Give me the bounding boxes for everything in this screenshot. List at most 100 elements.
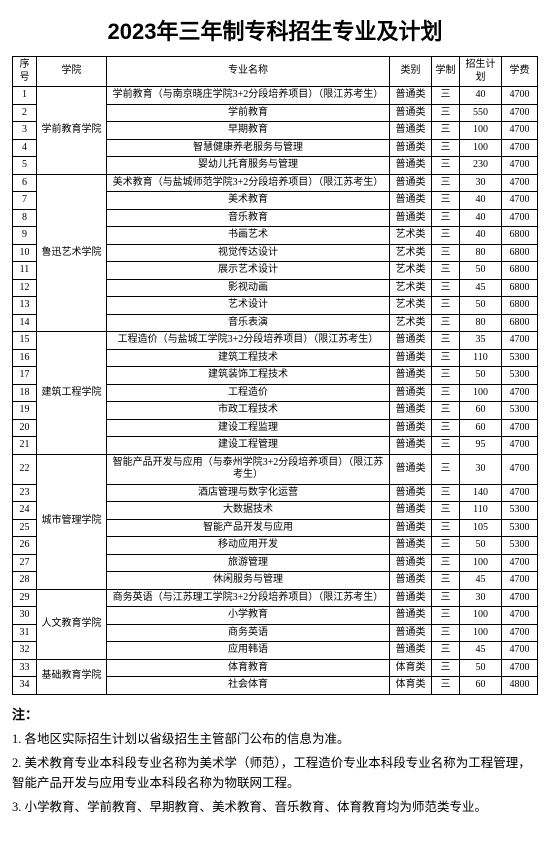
cell-index: 17 — [13, 367, 37, 385]
cell-plan: 100 — [460, 139, 502, 157]
cell-fee: 4700 — [502, 437, 538, 455]
cell-years: 三 — [432, 572, 460, 590]
cell-years: 三 — [432, 554, 460, 572]
cell-category: 普通类 — [390, 104, 432, 122]
cell-index: 25 — [13, 519, 37, 537]
cell-index: 16 — [13, 349, 37, 367]
cell-index: 18 — [13, 384, 37, 402]
cell-index: 20 — [13, 419, 37, 437]
cell-years: 三 — [432, 209, 460, 227]
cell-plan: 100 — [460, 624, 502, 642]
cell-major: 建设工程监理 — [107, 419, 390, 437]
cell-years: 三 — [432, 484, 460, 502]
col-category: 类别 — [390, 57, 432, 87]
cell-plan: 40 — [460, 209, 502, 227]
cell-major: 建筑装饰工程技术 — [107, 367, 390, 385]
cell-category: 普通类 — [390, 384, 432, 402]
note-item: 1. 各地区实际招生计划以省级招生主管部门公布的信息为准。 — [12, 729, 538, 749]
notes-head: 注： — [12, 705, 538, 726]
cell-years: 三 — [432, 349, 460, 367]
cell-index: 28 — [13, 572, 37, 590]
cell-category: 普通类 — [390, 554, 432, 572]
cell-major: 旅游管理 — [107, 554, 390, 572]
cell-years: 三 — [432, 332, 460, 350]
cell-plan: 110 — [460, 349, 502, 367]
cell-category: 普通类 — [390, 192, 432, 210]
cell-fee: 5300 — [502, 519, 538, 537]
cell-fee: 4700 — [502, 484, 538, 502]
cell-fee: 5300 — [502, 502, 538, 520]
cell-fee: 5300 — [502, 367, 538, 385]
cell-fee: 6800 — [502, 314, 538, 332]
cell-category: 普通类 — [390, 572, 432, 590]
table-row: 33基础教育学院体育教育体育类三504700 — [13, 659, 538, 677]
cell-fee: 4700 — [502, 659, 538, 677]
cell-category: 普通类 — [390, 537, 432, 555]
cell-category: 艺术类 — [390, 227, 432, 245]
cell-category: 普通类 — [390, 139, 432, 157]
cell-index: 27 — [13, 554, 37, 572]
cell-plan: 60 — [460, 402, 502, 420]
cell-years: 三 — [432, 589, 460, 607]
cell-fee: 4700 — [502, 192, 538, 210]
table-row: 29人文教育学院商务英语（与江苏理工学院3+2分段培养项目）（限江苏考生）普通类… — [13, 589, 538, 607]
cell-category: 普通类 — [390, 87, 432, 105]
cell-fee: 4700 — [502, 174, 538, 192]
cell-plan: 35 — [460, 332, 502, 350]
col-dept: 学院 — [37, 57, 107, 87]
cell-index: 4 — [13, 139, 37, 157]
note-item: 3. 小学教育、学前教育、早期教育、美术教育、音乐教育、体育教育均为师范类专业。 — [12, 797, 538, 817]
cell-years: 三 — [432, 87, 460, 105]
cell-major: 音乐教育 — [107, 209, 390, 227]
cell-category: 普通类 — [390, 402, 432, 420]
col-years: 学制 — [432, 57, 460, 87]
cell-fee: 5300 — [502, 402, 538, 420]
cell-years: 三 — [432, 279, 460, 297]
cell-fee: 4700 — [502, 384, 538, 402]
cell-fee: 6800 — [502, 244, 538, 262]
cell-index: 21 — [13, 437, 37, 455]
cell-major: 建设工程管理 — [107, 437, 390, 455]
cell-major: 休闲服务与管理 — [107, 572, 390, 590]
cell-fee: 6800 — [502, 262, 538, 280]
cell-plan: 100 — [460, 384, 502, 402]
cell-years: 三 — [432, 519, 460, 537]
cell-plan: 45 — [460, 279, 502, 297]
cell-index: 19 — [13, 402, 37, 420]
cell-index: 10 — [13, 244, 37, 262]
cell-index: 8 — [13, 209, 37, 227]
cell-plan: 50 — [460, 537, 502, 555]
cell-major: 展示艺术设计 — [107, 262, 390, 280]
cell-department: 人文教育学院 — [37, 589, 107, 659]
cell-fee: 6800 — [502, 227, 538, 245]
cell-index: 3 — [13, 122, 37, 140]
cell-category: 艺术类 — [390, 244, 432, 262]
cell-index: 33 — [13, 659, 37, 677]
col-major: 专业名称 — [107, 57, 390, 87]
cell-years: 三 — [432, 607, 460, 625]
cell-plan: 140 — [460, 484, 502, 502]
cell-years: 三 — [432, 437, 460, 455]
cell-years: 三 — [432, 502, 460, 520]
cell-years: 三 — [432, 454, 460, 484]
cell-category: 普通类 — [390, 502, 432, 520]
cell-major: 影视动画 — [107, 279, 390, 297]
cell-years: 三 — [432, 174, 460, 192]
cell-major: 音乐表演 — [107, 314, 390, 332]
cell-fee: 4700 — [502, 419, 538, 437]
cell-plan: 230 — [460, 157, 502, 175]
cell-plan: 105 — [460, 519, 502, 537]
cell-major: 婴幼儿托育服务与管理 — [107, 157, 390, 175]
cell-plan: 40 — [460, 87, 502, 105]
page: 2023年三年制专科招生专业及计划 序号 学院 专业名称 类别 学制 招生计划 … — [0, 0, 550, 837]
cell-years: 三 — [432, 227, 460, 245]
cell-major: 学前教育（与南京晓庄学院3+2分段培养项目）（限江苏考生） — [107, 87, 390, 105]
table-row: 6鲁迅艺术学院美术教育（与盐城师范学院3+2分段培养项目）（限江苏考生）普通类三… — [13, 174, 538, 192]
cell-category: 普通类 — [390, 624, 432, 642]
cell-years: 三 — [432, 297, 460, 315]
col-fee: 学费 — [502, 57, 538, 87]
cell-index: 13 — [13, 297, 37, 315]
cell-index: 9 — [13, 227, 37, 245]
cell-index: 34 — [13, 677, 37, 695]
cell-plan: 100 — [460, 554, 502, 572]
